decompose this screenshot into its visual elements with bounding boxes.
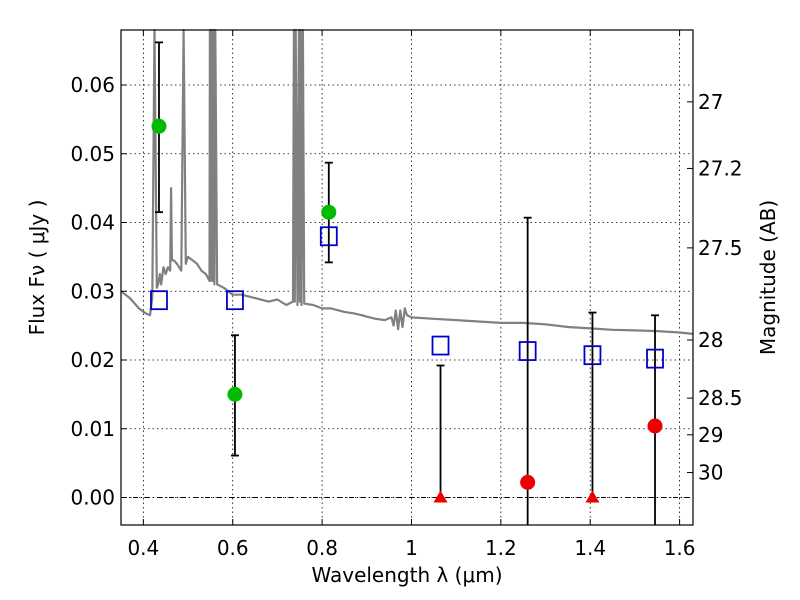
magnitude-tick-label: 27.5 bbox=[698, 236, 743, 260]
magnitude-tick-label: 28.5 bbox=[698, 386, 743, 410]
y-tick-label: 0.02 bbox=[70, 348, 115, 372]
plot-frame bbox=[120, 29, 694, 526]
detection-point bbox=[321, 204, 337, 220]
model-flux-square bbox=[319, 226, 338, 247]
negative-flux-triangle bbox=[433, 490, 448, 503]
x-tick-label: 0.6 bbox=[217, 536, 249, 560]
x-tick-label: 1 bbox=[405, 536, 418, 560]
x-tick-label: 1.2 bbox=[485, 536, 517, 560]
magnitude-tick-label: 28 bbox=[698, 328, 723, 352]
x-axis-label: Wavelength λ (μm) bbox=[311, 563, 502, 587]
magnitude-tick-label: 27 bbox=[698, 90, 723, 114]
model-flux-square bbox=[646, 348, 664, 369]
magnitude-tick-label: 30 bbox=[698, 461, 723, 485]
detection-point bbox=[151, 118, 167, 134]
detection-point bbox=[227, 386, 243, 402]
y-tick-label: 0.01 bbox=[70, 417, 115, 441]
model-sed-layer bbox=[120, 28, 694, 335]
x-tick-label: 0.4 bbox=[127, 536, 159, 560]
non-detection-point bbox=[647, 418, 663, 434]
x-tick-label: 0.8 bbox=[306, 536, 338, 560]
y-axis-label: Flux Fν ( μJy ) bbox=[25, 200, 49, 336]
y-tick-label: 0.03 bbox=[70, 279, 115, 303]
model-flux-square bbox=[518, 341, 537, 361]
error-bars bbox=[154, 41, 660, 525]
x-tick-label: 1.6 bbox=[664, 536, 696, 560]
magnitude-axis-label: Magnitude (AB) bbox=[756, 200, 780, 355]
model-flux-square bbox=[583, 345, 602, 366]
data-markers bbox=[150, 118, 664, 503]
x-tick-label: 1.4 bbox=[574, 536, 606, 560]
model-sed-curve bbox=[120, 28, 694, 335]
magnitude-tick-label: 27.2 bbox=[698, 156, 743, 180]
model-flux-square bbox=[226, 290, 244, 311]
negative-flux-triangle bbox=[585, 490, 600, 503]
model-flux-square bbox=[431, 335, 450, 356]
model-flux-square bbox=[150, 290, 168, 311]
y-tick-label: 0.05 bbox=[70, 142, 115, 166]
axis-ticks: 0.4 0.6 0.8 1 1.2 1.4 1.6 0.00 0.01 0.02 0.03 0.04 0… bbox=[70, 30, 743, 560]
non-detection-point bbox=[520, 474, 536, 490]
y-tick-label: 0.04 bbox=[70, 211, 115, 235]
y-tick-label: 0.06 bbox=[70, 73, 115, 97]
y-tick-label: 0.00 bbox=[70, 486, 115, 510]
magnitude-tick-label: 29 bbox=[698, 423, 723, 447]
